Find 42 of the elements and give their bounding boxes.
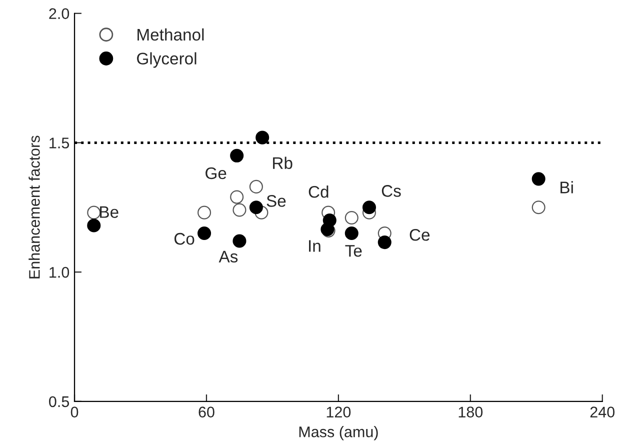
x-tick-label: 60: [198, 406, 214, 418]
y-tick-label: 2.0: [49, 8, 70, 20]
legend-label: Methanol: [138, 28, 204, 41]
point: [198, 206, 212, 220]
annotation: Se: [266, 195, 286, 207]
y-tick-label: 1.0: [50, 266, 70, 278]
annotation: In: [309, 240, 320, 252]
annotation: Ge: [206, 167, 226, 180]
point: [232, 203, 246, 217]
annotation: Ce: [410, 228, 430, 241]
annotation: Cs: [382, 185, 401, 197]
x-axis-title: Mass (amu): [299, 426, 378, 440]
annotation: Co: [174, 232, 194, 245]
annotation: As: [218, 250, 238, 262]
x-tick-label: 240: [590, 406, 615, 418]
point: [378, 236, 392, 250]
y-axis-title: Enhancement factors: [28, 136, 40, 278]
point: [232, 234, 246, 248]
point: [249, 180, 263, 194]
point: [344, 210, 358, 225]
point: [256, 130, 270, 144]
annotation: Be: [100, 206, 118, 218]
legend-label: Glycerol: [137, 52, 196, 68]
point: [230, 190, 244, 204]
point: [362, 200, 376, 214]
point: [249, 200, 263, 214]
point: [87, 206, 101, 220]
point: [344, 226, 358, 240]
annotation: Cd: [308, 186, 328, 198]
y-tick-label: 0.5: [49, 396, 70, 408]
x-tick-label: 120: [326, 406, 351, 418]
x-tick-label: 0: [70, 406, 78, 418]
point: [230, 148, 244, 162]
point: [87, 218, 101, 232]
point: [532, 200, 546, 214]
annotation: Rb: [273, 156, 292, 170]
annotation: Bi: [560, 181, 573, 194]
point: [532, 172, 546, 186]
y-tick-label: 1.5: [50, 138, 70, 148]
x-tick-label: 180: [458, 406, 483, 418]
point: [198, 226, 212, 240]
annotation: Te: [345, 245, 362, 257]
